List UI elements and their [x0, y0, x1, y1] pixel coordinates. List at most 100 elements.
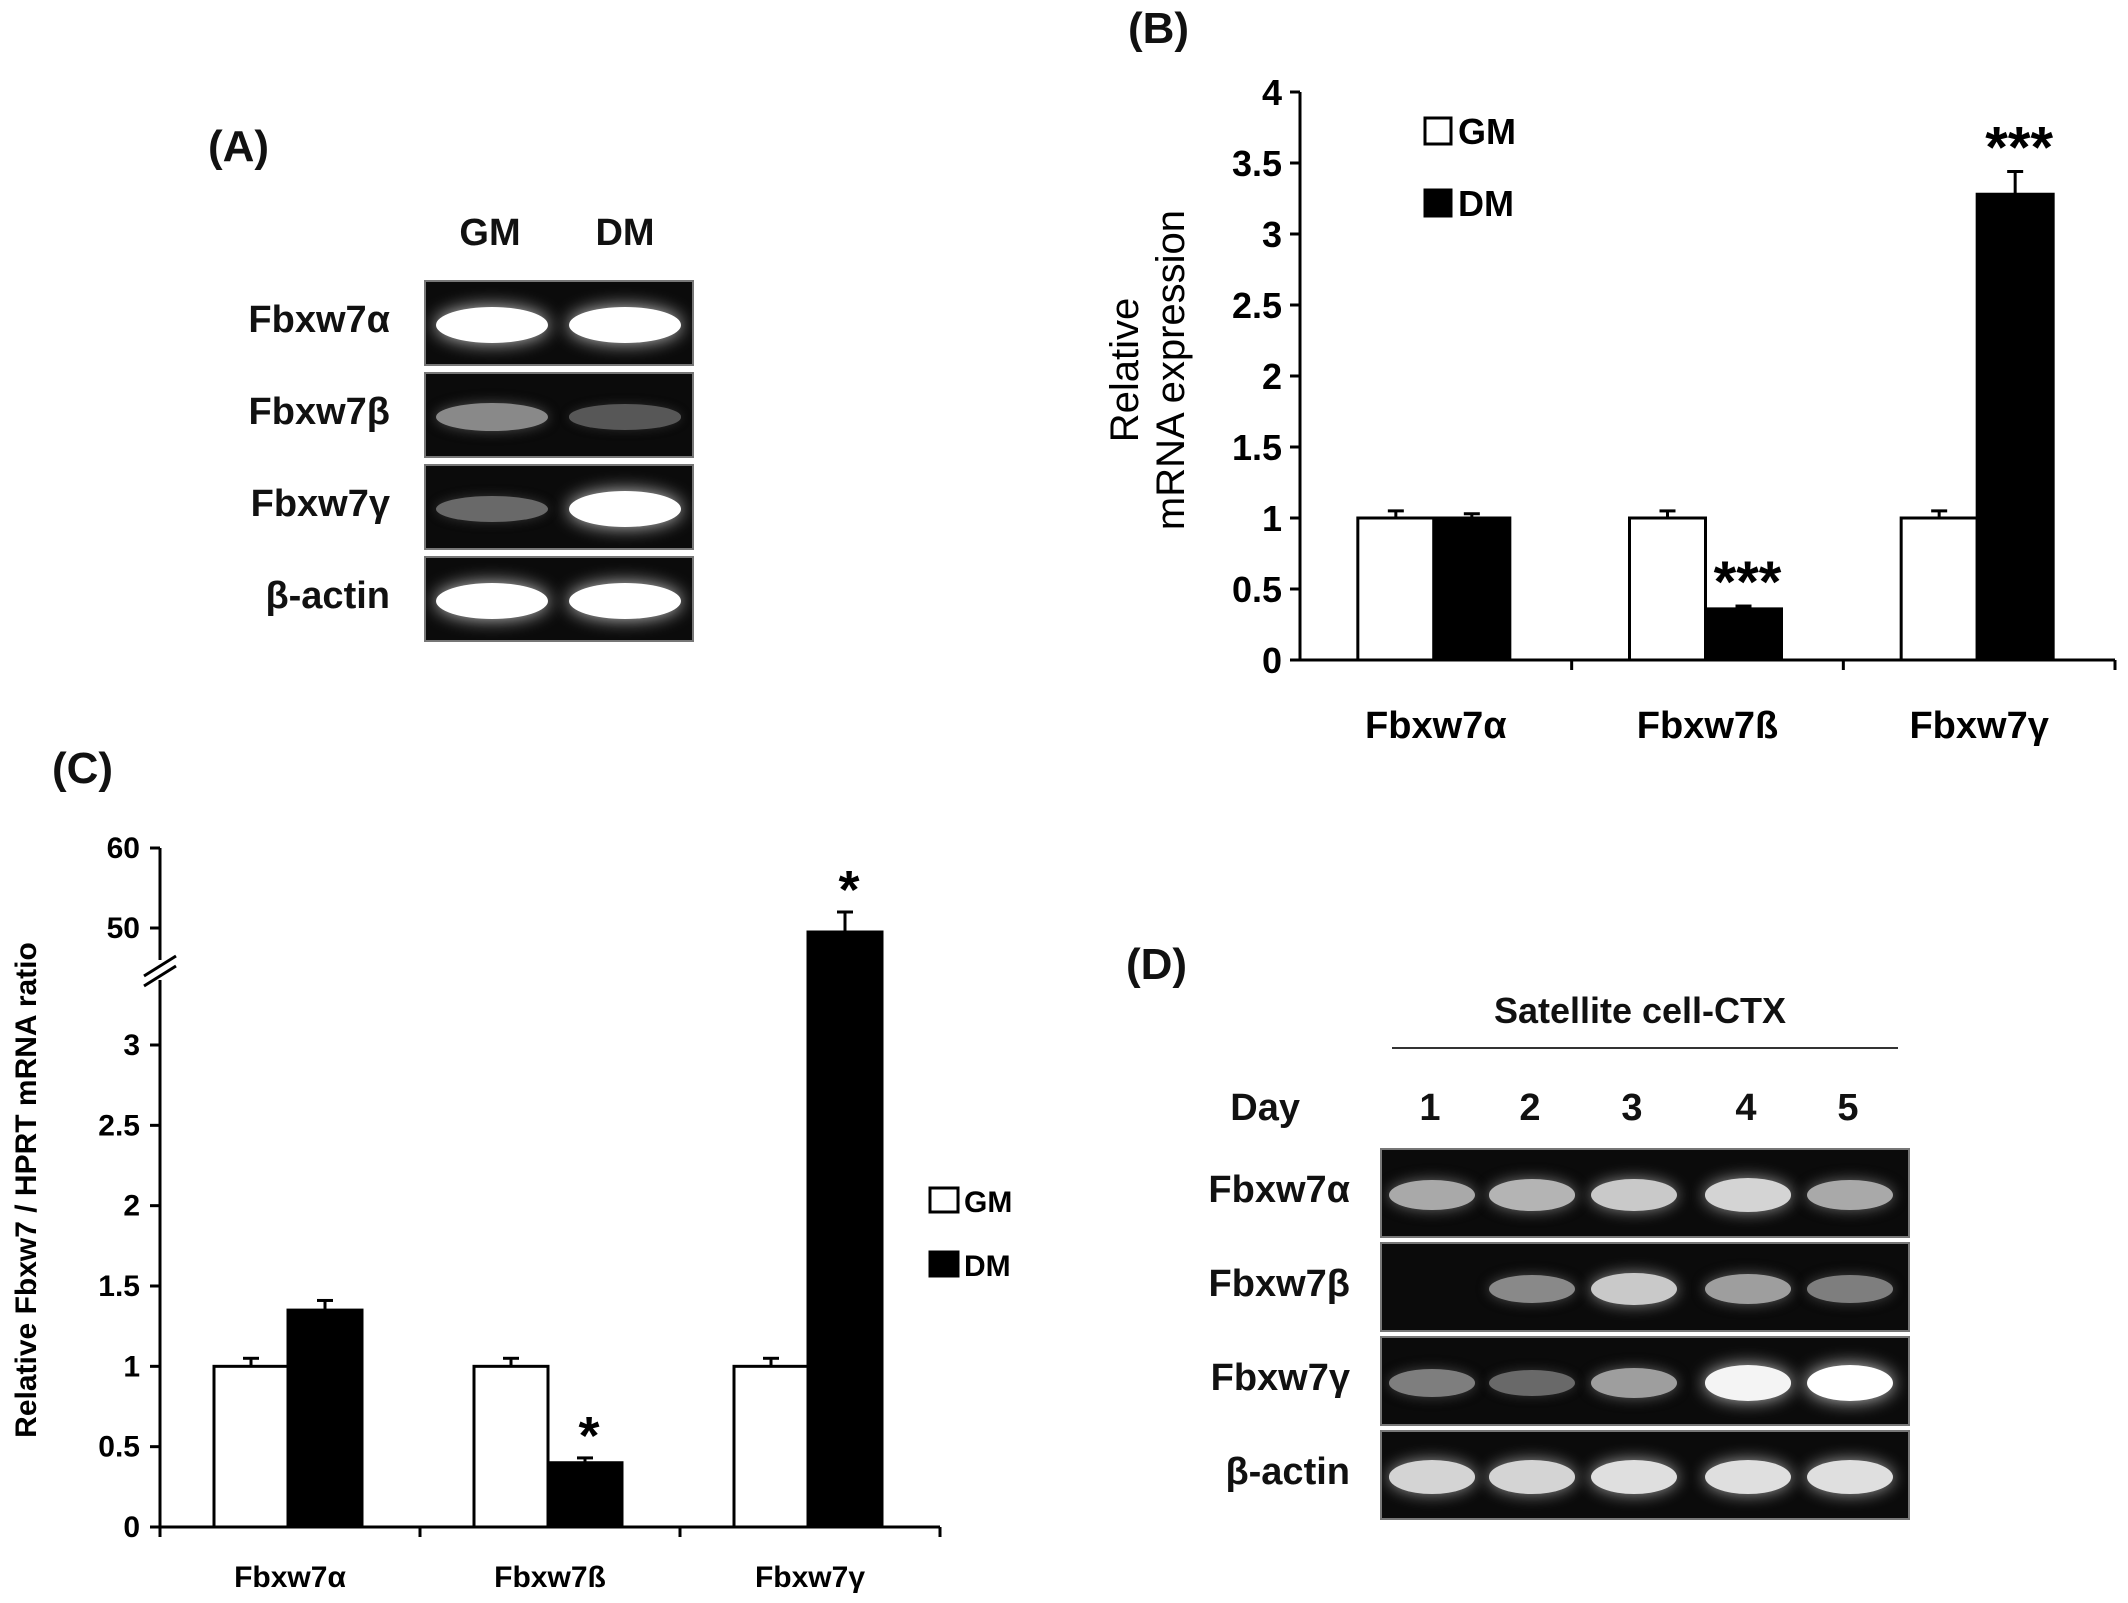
- gel-d-band: [1807, 1275, 1893, 1303]
- gel-d-band: [1489, 1369, 1575, 1397]
- x-tick-label: Fbxw7ß: [494, 1561, 606, 1594]
- gel-d-band: [1807, 1179, 1893, 1211]
- gel-d-day-4: 4: [1735, 1087, 1757, 1129]
- y-tick-label: 0: [123, 1511, 140, 1544]
- bar-gm: [1899, 516, 1979, 662]
- gel-d-day-5: 5: [1837, 1087, 1859, 1129]
- legend-label: GM: [1458, 111, 1516, 152]
- gel-d-band: [1705, 1178, 1791, 1212]
- y-tick-label: 3: [123, 1029, 140, 1062]
- gel-d-band: [1489, 1460, 1575, 1494]
- x-tick-label: Fbxw7γ: [755, 1561, 865, 1594]
- gel-d-row-label: β-actin: [1225, 1451, 1350, 1493]
- gel-a-band: [436, 495, 548, 523]
- panel-d-label: (D): [1126, 940, 1188, 989]
- gel-d-band: [1591, 1272, 1677, 1306]
- gel-d-band: [1705, 1365, 1791, 1401]
- significance-label: ***: [1714, 550, 1782, 615]
- y-tick-label: 2.5: [1232, 285, 1282, 326]
- gel-d-band: [1489, 1179, 1575, 1211]
- gel-d-band: [1807, 1460, 1893, 1494]
- legend-swatch-dm: [1423, 188, 1453, 218]
- bar-gm: [1628, 516, 1707, 662]
- gel-d-header: Satellite cell-CTX: [1493, 990, 1787, 1031]
- y-axis-label: Relative mRNA expression: [1103, 210, 1193, 530]
- gel-d-header-line: [1392, 1047, 1898, 1049]
- bar-dm: [1432, 516, 1512, 662]
- y-tick-label: 1: [123, 1350, 140, 1383]
- gel-d-gel-strip: [1380, 1336, 1910, 1426]
- bar-dm: [546, 1461, 624, 1529]
- legend-label: DM: [1458, 183, 1514, 224]
- y-axis-label: Relative Fbxw7 / HPRT mRNA ratio: [10, 942, 43, 1438]
- gel-d-row-label: Fbxw7β: [1208, 1263, 1350, 1305]
- y-tick-label: 50: [107, 912, 140, 945]
- y-tick-label: 2.5: [98, 1109, 140, 1142]
- y-tick-label: 0.5: [98, 1431, 140, 1464]
- gel-d-band: [1591, 1460, 1677, 1494]
- gel-a-gel-strip: [424, 556, 694, 642]
- y-tick-label: 1.5: [98, 1270, 140, 1303]
- legend-swatch-gm: [1423, 116, 1453, 146]
- x-tick-label: Fbxw7α: [234, 1561, 346, 1594]
- gel-a-col-dm: DM: [595, 212, 655, 254]
- gel-d-band: [1389, 1179, 1475, 1211]
- gel-d-band: [1591, 1178, 1677, 1212]
- panel-c-label: (C): [52, 744, 114, 793]
- y-tick-label: 3.5: [1232, 143, 1282, 184]
- gel-d-gel-strip: [1380, 1148, 1910, 1238]
- y-axis-label-line2: mRNA expression: [1149, 210, 1193, 530]
- bar-dm: [1704, 607, 1783, 662]
- gel-a-gel-strip: [424, 372, 694, 458]
- y-tick-label: 3: [1262, 214, 1282, 255]
- y-axis-label-line1: Relative: [1103, 298, 1147, 443]
- bar-dm: [1975, 192, 2055, 662]
- gel-d-band: [1389, 1369, 1475, 1397]
- y-tick-label: 0: [1262, 640, 1282, 681]
- gel-d-row-label: Fbxw7α: [1208, 1169, 1350, 1211]
- significance-label: ***: [1985, 116, 2053, 181]
- y-tick-label: 2: [123, 1190, 140, 1223]
- gel-a-row-label: Fbxw7β: [248, 391, 390, 433]
- panel-b-label: (B): [1128, 4, 1190, 53]
- gel-a-row-label: Fbxw7γ: [250, 483, 390, 525]
- legend-swatch-gm: [928, 1186, 960, 1214]
- gel-d-day-3: 3: [1621, 1087, 1643, 1129]
- gel-a-band: [436, 307, 548, 343]
- gel-d-band: [1705, 1274, 1791, 1304]
- gel-d-band: [1807, 1365, 1893, 1401]
- y-tick-label: 1.5: [1232, 427, 1282, 468]
- gel-a-band: [569, 307, 681, 343]
- x-tick-label: Fbxw7ß: [1637, 705, 1778, 747]
- y-tick-label: 0.5: [1232, 569, 1282, 610]
- significance-label: *: [578, 1406, 599, 1466]
- gel-d-day-1: 1: [1419, 1087, 1441, 1129]
- bar-dm: [286, 1308, 364, 1529]
- bar-gm: [212, 1364, 290, 1529]
- x-tick-label: Fbxw7α: [1365, 705, 1507, 747]
- gel-a-band: [569, 491, 681, 527]
- legend-label: GM: [964, 1186, 1012, 1219]
- y-tick-label: 4: [1262, 72, 1282, 113]
- gel-d-day-2: 2: [1519, 1087, 1541, 1129]
- gel-d-gel-strip: [1380, 1242, 1910, 1332]
- y-tick-label: 60: [107, 832, 140, 865]
- gel-a-band: [436, 583, 548, 619]
- gel-a-row-label: β-actin: [265, 575, 390, 617]
- gel-d-band: [1489, 1274, 1575, 1304]
- gel-a-gel-strip: [424, 464, 694, 550]
- bar-gm: [732, 1364, 810, 1529]
- gel-d-gel-strip: [1380, 1430, 1910, 1520]
- gel-a-band: [569, 404, 681, 430]
- axis-break-mark: [143, 954, 177, 978]
- bar-gm: [472, 1364, 550, 1529]
- panel-a-label: (A): [208, 122, 270, 171]
- x-tick-label: Fbxw7γ: [1909, 705, 2048, 747]
- significance-label: *: [838, 860, 859, 920]
- gel-d-band: [1705, 1460, 1791, 1494]
- y-tick-label: 1: [1262, 498, 1282, 539]
- gel-a-col-gm: GM: [459, 212, 521, 254]
- chart-c: 0 0.5 1 1.5 2 2.5 3 50 60 Fbxw7α Fbxw7ß * Fbxw7γ * GM D…: [10, 832, 1012, 1594]
- bar-gm: [1356, 516, 1436, 662]
- bar-dm: [806, 930, 884, 1529]
